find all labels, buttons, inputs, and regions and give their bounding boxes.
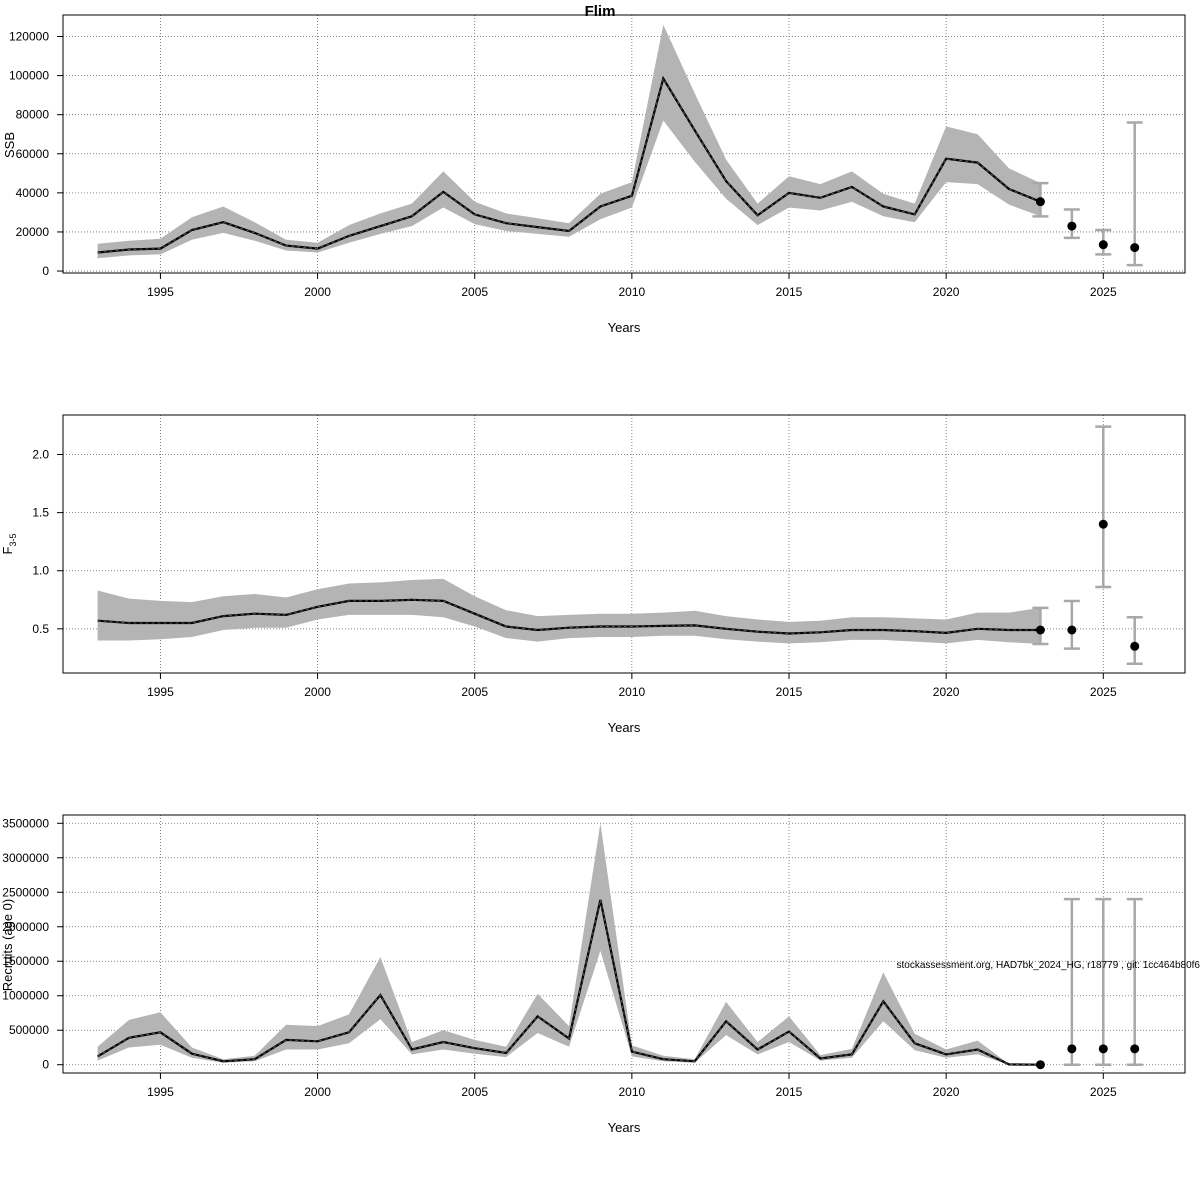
f-y-tick-label: 0.5: [32, 622, 49, 636]
recruits-forecast-point: [1067, 1044, 1077, 1054]
ssb-confidence-band: [97, 24, 1041, 259]
recruits-forecast-point: [1035, 1060, 1045, 1070]
ssb-forecast-point: [1098, 240, 1108, 250]
f-plot-frame: [62, 414, 1186, 674]
recruits-x-tick-label: 2000: [304, 1085, 331, 1099]
f-x-tick-label: 2015: [776, 685, 803, 699]
recruits-y-tick-label: 2000000: [2, 920, 49, 934]
recruits-x-tick-label: 2010: [619, 1085, 646, 1099]
ssb-y-tick-label: 60000: [16, 147, 50, 161]
recruits-y-tick-label: 0: [42, 1058, 49, 1072]
f-x-tick-label: 2025: [1090, 685, 1117, 699]
ssb-forecast-point: [1035, 197, 1045, 207]
recruits-y-tick-label: 500000: [9, 1023, 49, 1037]
recruits-x-tick-label: 1995: [147, 1085, 174, 1099]
f-forecast-point: [1067, 625, 1077, 635]
recruits-estimate-line-dash: [97, 899, 1041, 1066]
f-x-tick-label: 1995: [147, 685, 174, 699]
recruits-x-axis-label: Years: [608, 1120, 641, 1135]
ssb-x-tick-label: 2015: [776, 285, 803, 299]
f-forecast-point: [1098, 519, 1108, 529]
ssb-panel: 1995 2000 2005 2010 2015 2020 2025 0 20000 40000 6…: [2, 3, 1186, 335]
recruits-panel: 1995 2000 2005 2010 2015 2020 2025 0 500000 10000…: [0, 814, 1200, 1135]
f-confidence-band: [97, 578, 1041, 644]
ssb-x-tick-label: 2025: [1090, 285, 1117, 299]
ssb-forecast-point: [1130, 243, 1140, 253]
figure-title: Flim: [585, 3, 616, 20]
recruits-y-tick-label: 3000000: [2, 851, 49, 865]
recruits-plot-frame: [62, 814, 1186, 1074]
ssb-x-tick-label: 2000: [304, 285, 331, 299]
fishing-mortality-panel: 1995 2000 2005 2010 2015 2020 2025 0.5 1.0 1.5 2.0…: [0, 414, 1186, 735]
recruits-y-tick-label: 1500000: [2, 954, 49, 968]
recruits-y-tick-label: 2500000: [2, 885, 49, 899]
f-x-tick-label: 2010: [619, 685, 646, 699]
ssb-y-axis-label: SSB: [2, 132, 17, 158]
f-y-tick-label: 1.0: [32, 564, 49, 578]
recruits-x-tick-label: 2025: [1090, 1085, 1117, 1099]
ssb-x-tick-label: 2010: [619, 285, 646, 299]
recruits-x-tick-label: 2020: [933, 1085, 960, 1099]
f-x-tick-label: 2000: [304, 685, 331, 699]
recruits-confidence-band: [97, 823, 1041, 1065]
ssb-estimate-line-dash: [97, 77, 1041, 253]
f-estimate-line-dash: [97, 599, 1041, 635]
recruits-y-tick-label: 1000000: [2, 989, 49, 1003]
ssb-y-tick-label: 80000: [16, 108, 50, 122]
recruits-x-tick-label: 2005: [461, 1085, 488, 1099]
assessment-annotation: stockassessment.org, HAD7bk_2024_HG, r18…: [896, 960, 1200, 971]
ssb-y-tick-label: 120000: [9, 30, 49, 44]
f-y-axis-label-main: F: [0, 546, 15, 554]
recruits-x-tick-label: 2015: [776, 1085, 803, 1099]
ssb-x-tick-label: 2005: [461, 285, 488, 299]
recruits-y-axis-label: Recruits (age 0): [0, 899, 15, 991]
ssb-x-tick-label: 1995: [147, 285, 174, 299]
ssb-x-axis-label: Years: [608, 320, 641, 335]
ssb-x-tick-label: 2020: [933, 285, 960, 299]
f-y-tick-label: 1.5: [32, 506, 49, 520]
f-x-tick-label: 2020: [933, 685, 960, 699]
ssb-y-tick-label: 0: [42, 264, 49, 278]
f-y-tick-label: 2.0: [32, 448, 49, 462]
f-y-axis-label-subscript: 3-5: [8, 534, 18, 547]
recruits-forecast-point: [1098, 1044, 1108, 1054]
ssb-y-tick-label: 100000: [9, 69, 49, 83]
ssb-plot-frame: [62, 14, 1186, 274]
f-x-tick-label: 2005: [461, 685, 488, 699]
f-forecast-point: [1035, 625, 1045, 635]
recruits-forecast-point: [1130, 1044, 1140, 1054]
ssb-forecast-point: [1067, 221, 1077, 231]
ssb-y-tick-label: 20000: [16, 225, 50, 239]
recruits-y-tick-label: 3500000: [2, 816, 49, 830]
f-x-axis-label: Years: [608, 720, 641, 735]
f-forecast-point: [1130, 641, 1140, 651]
f-y-axis-label: F3-5: [0, 534, 18, 555]
ssb-y-tick-label: 40000: [16, 186, 50, 200]
